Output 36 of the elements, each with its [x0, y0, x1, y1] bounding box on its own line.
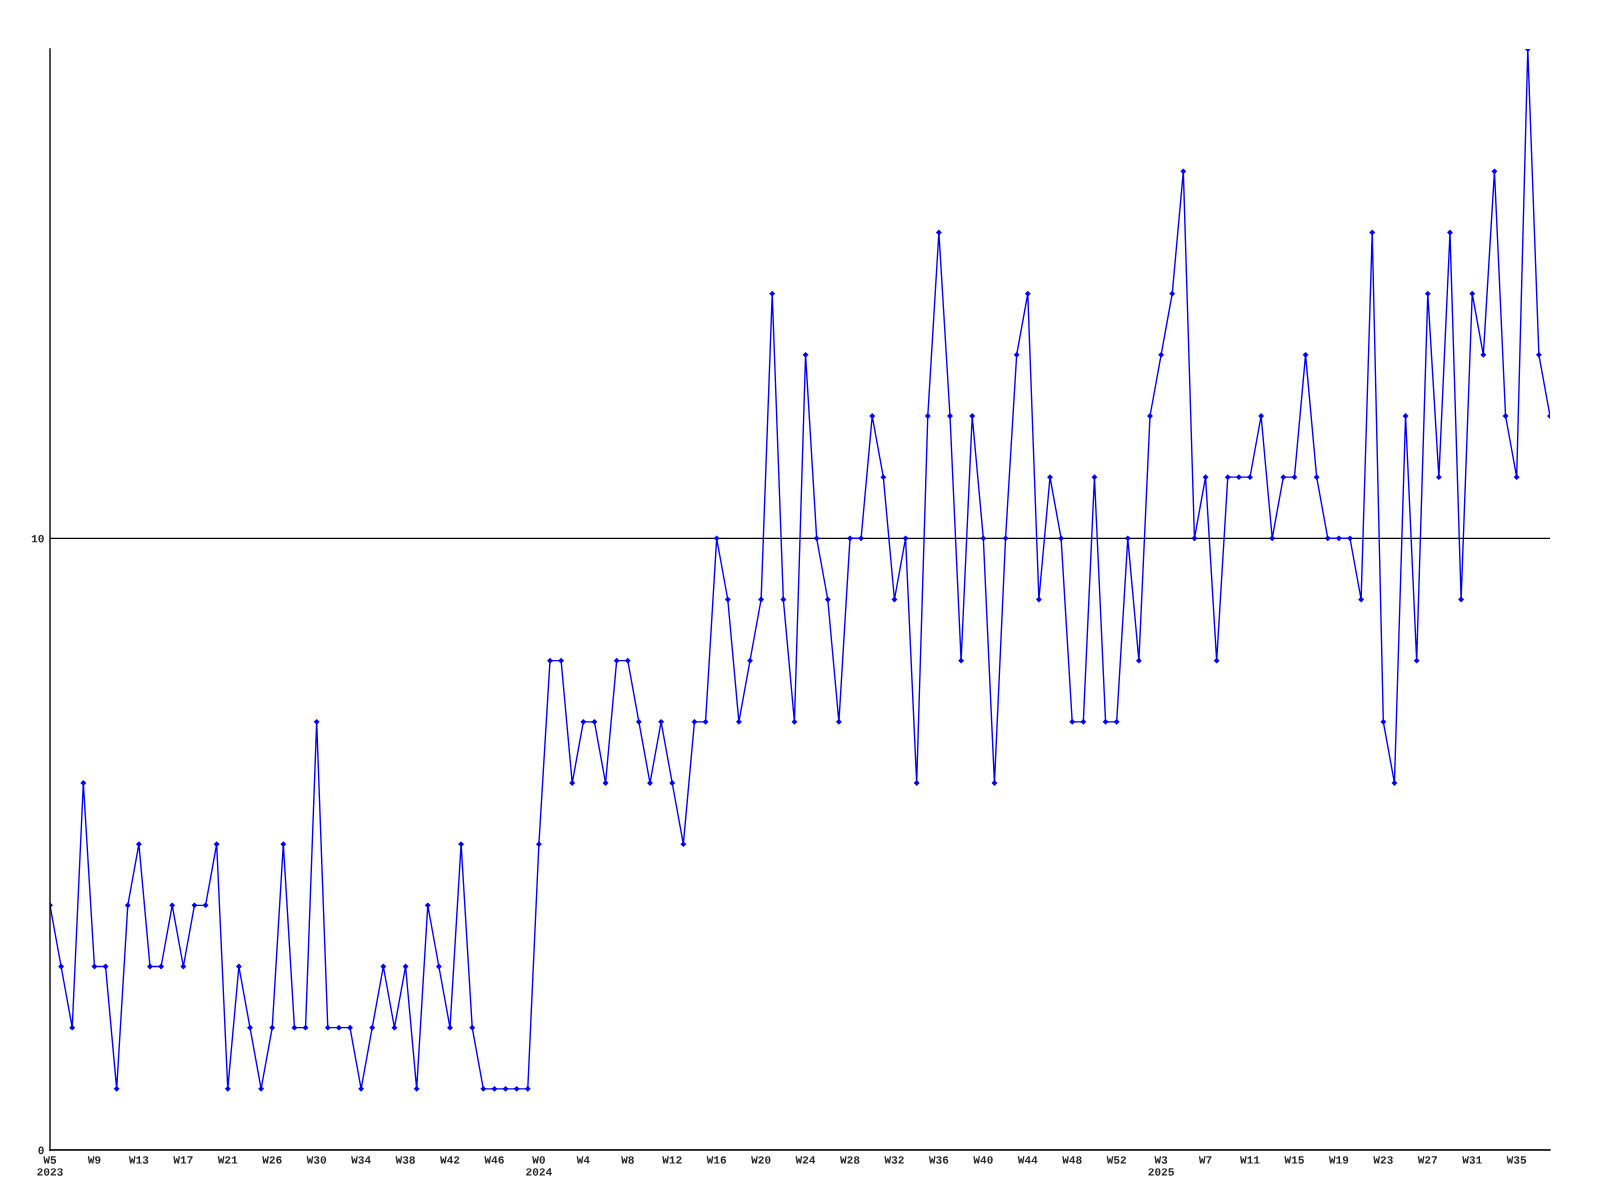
x-tick-label: W23	[1373, 1156, 1393, 1164]
x-tick-label: W48	[1062, 1156, 1082, 1164]
x-tick-label: W13	[128, 1156, 149, 1164]
x-tick-label: W46	[484, 1156, 504, 1164]
x-tick-label: W5 2023	[37, 1156, 63, 1176]
x-tick-label: W3 2025	[1148, 1156, 1174, 1176]
x-tick-label: W21	[217, 1156, 238, 1164]
x-tick-label: W24	[795, 1156, 816, 1164]
x-tick-label: W34	[351, 1156, 371, 1164]
x-tick-label: W38	[395, 1156, 415, 1164]
x-tick-label: W0 2024	[526, 1156, 552, 1176]
x-tick-label: W9	[87, 1156, 101, 1164]
y-tick-label: 0	[38, 1146, 44, 1155]
x-tick-label: W20	[751, 1156, 771, 1164]
x-tick-label: W32	[884, 1156, 904, 1164]
x-tick-label: W17	[173, 1156, 193, 1164]
x-tick-label: W52	[1106, 1156, 1127, 1164]
y-tick-label: 10	[31, 534, 44, 543]
x-tick-label: W11	[1240, 1156, 1260, 1164]
x-tick-label: W42	[440, 1156, 460, 1164]
x-tick-label: W35	[1506, 1156, 1527, 1164]
x-tick-label: W7	[1198, 1156, 1212, 1164]
x-tick-label: W12	[662, 1156, 682, 1164]
x-tick-label: W28	[840, 1156, 860, 1164]
x-tick-label: W27	[1417, 1156, 1438, 1164]
x-tick-label: W36	[928, 1156, 949, 1164]
x-tick-label: W15	[1284, 1156, 1304, 1164]
x-tick-label: W31	[1462, 1156, 1482, 1164]
x-tick-label: W8	[621, 1156, 634, 1164]
x-tick-label: W26	[262, 1156, 282, 1164]
x-tick-label: W40	[973, 1156, 993, 1164]
x-tick-label: W30	[306, 1156, 327, 1164]
x-tick-label: W16	[706, 1156, 727, 1164]
x-tick-label: W19	[1328, 1156, 1349, 1164]
x-tick-label: W44	[1017, 1156, 1038, 1164]
x-tick-label: W4	[576, 1156, 590, 1164]
